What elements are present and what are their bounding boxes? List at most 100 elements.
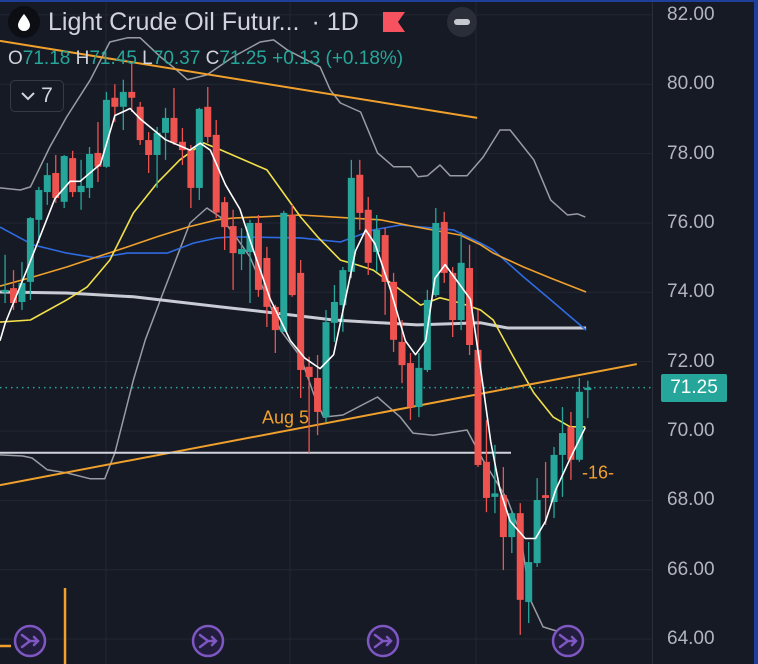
candle-body [52,173,60,198]
candle-body [170,117,178,143]
candle-body [305,366,313,377]
low-value: 70.37 [152,48,201,69]
event-marker-arrow-icon[interactable] [13,624,47,658]
candle-down [356,159,364,230]
trendline-up [0,363,637,487]
candle-down [254,214,262,297]
candle-down [271,304,279,353]
candle-body [567,427,575,460]
candle-body [440,221,448,273]
red-flag-icon[interactable] [382,12,405,32]
candle-body [499,495,507,538]
candle-body [162,117,170,133]
candle-body [111,97,119,107]
candle-body [390,281,398,340]
candle-up [60,154,68,209]
candle-body [178,141,186,151]
candle-down [297,260,305,399]
candle-down [170,88,178,145]
candle-body [204,106,212,137]
open-value: 71.18 [22,48,71,69]
candle-up [373,214,381,272]
candle-body [271,306,279,331]
candle-up [330,285,338,342]
candle-body [136,106,144,141]
ma-orange-line [0,214,587,293]
candle-body [347,177,355,272]
candle-down [364,196,372,275]
bands-upper-line [0,37,586,218]
candle-body [398,341,406,366]
candle-body [373,229,381,253]
event-marker-arrow-icon[interactable] [551,624,585,658]
candle-down [212,119,220,219]
price-tick-label: 66.00 [667,558,715,580]
ma-long-line [0,290,587,330]
collapse-button[interactable] [446,7,477,37]
window-border-right [754,0,758,664]
price-tick-label: 78.00 [667,142,715,164]
candle-body [18,282,26,303]
chart-plot-area[interactable] [0,0,652,664]
candle-body [297,272,305,370]
candle-body [516,513,524,600]
candle-up [525,541,533,624]
candles [1,63,592,635]
droplet-icon [8,6,40,38]
candle-down [229,209,237,290]
candle-up [246,219,254,304]
candle-up [77,159,85,210]
price-tick-label: 80.00 [667,73,715,95]
indicator-lines [0,37,587,635]
candle-body [533,499,541,564]
candle-up [457,231,465,331]
candle-up [558,407,566,497]
candle-up [432,208,440,297]
candle-body [339,270,347,306]
date-annotation: Aug 5 [262,407,310,428]
candle-up [550,446,558,519]
candle-body [119,91,127,107]
candle-body [364,209,372,263]
symbol-title[interactable]: Light Crude Oil Futur... [48,7,300,36]
price-tick-label: 72.00 [667,350,715,372]
count-annotation: -16- [582,462,615,483]
candle-up [153,126,161,188]
candle-body [330,302,338,323]
candle-body [128,91,136,98]
candle-body [263,257,271,307]
candle-down [52,154,60,203]
candle-body [466,268,474,346]
interval-label[interactable]: · 1D [311,7,359,36]
candle-up [584,380,592,419]
trendline-down [0,39,478,119]
indicators-toggle-button[interactable]: 7 [10,80,64,112]
candle-up [508,510,516,554]
candle-up [415,352,423,418]
event-marker-arrow-icon[interactable] [191,624,225,658]
candle-up [533,478,541,567]
candle-body [229,226,237,254]
ma-blue-line [0,224,587,331]
ma-yellow-line [0,142,586,428]
price-tick-label: 70.00 [667,419,715,441]
candle-body [491,493,499,497]
candle-down [187,144,195,209]
candle-body [449,272,457,321]
candle-down [440,211,448,283]
high-label: H [75,48,90,69]
candle-body [153,132,161,155]
price-axis[interactable]: 82.00 80.00 78.00 76.00 74.00 72.00 70.00 68.00… [652,0,755,664]
candle-body [482,461,490,498]
candle-body [432,222,440,296]
candle-body [238,248,246,255]
candle-up [119,79,127,131]
candle-down [204,87,212,143]
candle-body [254,222,262,290]
candle-up [280,210,288,332]
candle-body [69,158,77,193]
candle-up [43,162,51,205]
candle-down [406,352,414,420]
event-marker-arrow-icon[interactable] [366,624,400,658]
candle-up [339,266,347,332]
